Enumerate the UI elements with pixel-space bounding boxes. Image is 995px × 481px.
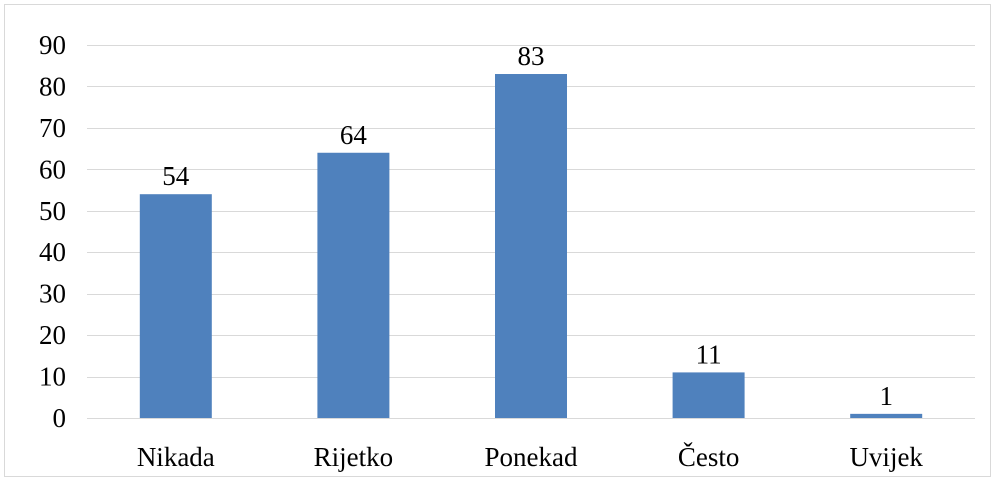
bar-rijetko (317, 152, 390, 418)
data-label: 1 (879, 381, 893, 411)
bar-ponekad (495, 74, 567, 418)
y-tick-label: 20 (39, 320, 66, 350)
x-tick-label: Ponekad (485, 442, 578, 472)
x-tick-label: Rijetko (314, 442, 394, 472)
y-tick-label: 30 (39, 279, 66, 309)
data-label: 11 (696, 339, 722, 369)
x-axis-tick-labels: Nikada Rijetko Ponekad Često Uvijek (137, 442, 924, 472)
x-tick-label: Često (678, 442, 740, 472)
y-tick-label: 10 (39, 362, 66, 392)
data-label: 83 (518, 41, 545, 71)
y-tick-label: 50 (39, 196, 66, 226)
x-tick-label: Uvijek (849, 442, 923, 472)
bar-uvijek (850, 413, 923, 418)
y-tick-label: 60 (39, 154, 66, 184)
x-tick-label: Nikada (137, 442, 215, 472)
y-tick-label: 70 (39, 113, 66, 143)
y-tick-label: 0 (53, 403, 67, 433)
bars (139, 74, 923, 418)
bar-nikada (139, 194, 212, 418)
data-label: 54 (162, 161, 190, 191)
y-tick-label: 80 (39, 71, 66, 101)
y-axis-tick-labels: 0 10 20 30 40 50 60 70 80 90 (39, 30, 66, 433)
data-label: 64 (340, 120, 368, 150)
bar-često (672, 372, 745, 418)
y-tick-label: 90 (39, 30, 66, 60)
y-tick-label: 40 (39, 237, 66, 267)
